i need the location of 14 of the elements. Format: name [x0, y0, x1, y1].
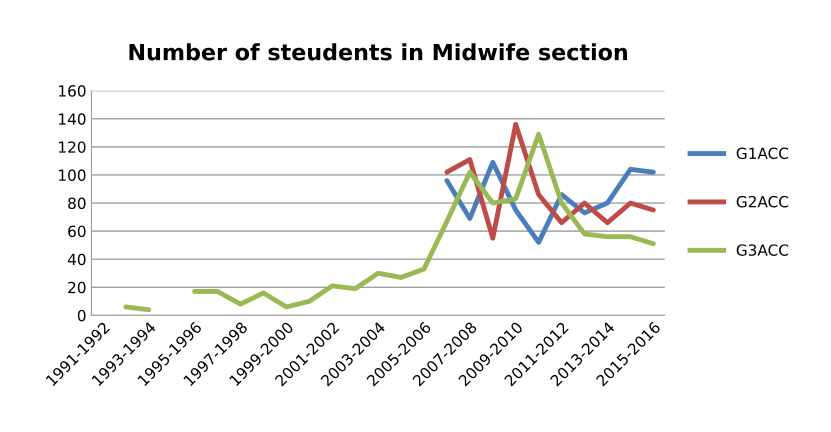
y-tick-label: 120 — [59, 141, 86, 153]
y-tick-label: 80 — [68, 198, 86, 210]
line-series — [444, 122, 656, 241]
y-tick-label: 60 — [68, 226, 86, 238]
y-tick-label: 140 — [59, 113, 86, 125]
y-tick-label: 160 — [59, 85, 86, 97]
y-tick-label: 20 — [68, 282, 86, 294]
legend-label: G1ACC — [736, 148, 788, 160]
y-tick-label: 0 — [78, 310, 86, 322]
legend-label: G3ACC — [736, 244, 788, 256]
legend-label: G2ACC — [736, 196, 788, 208]
y-tick-label: 40 — [68, 254, 86, 266]
chart-title: Number of steudents in Midwife section — [130, 43, 628, 60]
y-tick-label: 100 — [59, 169, 86, 181]
